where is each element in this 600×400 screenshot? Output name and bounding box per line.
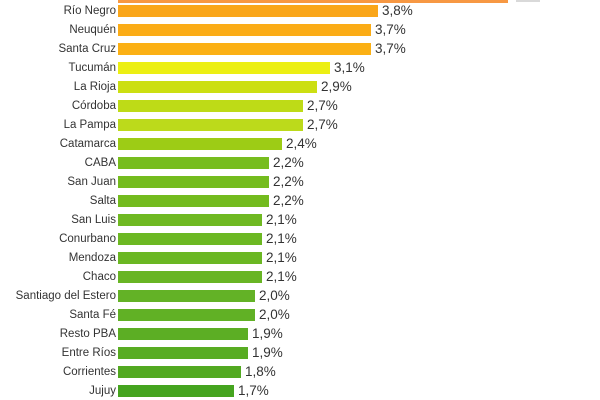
category-label: Catamarca <box>59 138 116 150</box>
value-label: 2,1% <box>266 250 297 265</box>
category-label: Chaco <box>82 271 116 283</box>
category-label: La Pampa <box>63 119 116 131</box>
bar <box>118 195 269 207</box>
category-label: San Luis <box>71 214 116 226</box>
category-label: Córdoba <box>71 100 116 112</box>
value-label: 2,1% <box>266 269 297 284</box>
value-label: 1,9% <box>252 345 283 360</box>
value-label: 2,7% <box>307 98 338 113</box>
bar <box>118 328 248 340</box>
category-label: Corrientes <box>62 366 116 378</box>
bar <box>118 252 262 264</box>
category-label: Santiago del Estero <box>15 290 116 302</box>
bar <box>118 347 248 359</box>
value-label: 2,9% <box>321 79 352 94</box>
value-label: 3,8% <box>382 3 413 18</box>
value-label: 2,4% <box>286 136 317 151</box>
value-label: 1,9% <box>252 326 283 341</box>
bar <box>118 290 255 302</box>
bar <box>118 43 371 55</box>
category-label: Conurbano <box>59 233 116 245</box>
bar <box>118 214 262 226</box>
category-label: CABA <box>84 157 116 169</box>
value-label: 3,7% <box>375 22 406 37</box>
category-label: Tucumán <box>68 62 116 74</box>
bar <box>118 138 282 150</box>
bar <box>118 24 371 36</box>
category-label: Neuquén <box>69 24 116 36</box>
bar <box>118 366 241 378</box>
value-label: 2,1% <box>266 212 297 227</box>
bar <box>118 271 262 283</box>
bar <box>118 81 317 93</box>
bar <box>118 176 269 188</box>
bar <box>118 385 234 397</box>
bar <box>118 5 378 17</box>
value-label: 2,0% <box>259 288 290 303</box>
value-label: 2,2% <box>273 155 304 170</box>
bar <box>118 62 330 74</box>
clipped-top-value-remnant <box>516 0 540 2</box>
category-label: La Rioja <box>73 81 116 93</box>
bar <box>118 119 303 131</box>
value-label: 3,1% <box>334 60 365 75</box>
category-label: Mendoza <box>68 252 116 264</box>
value-label: 2,0% <box>259 307 290 322</box>
bar <box>118 100 303 112</box>
value-label: 2,1% <box>266 231 297 246</box>
value-label: 2,2% <box>273 174 304 189</box>
bar <box>118 157 269 169</box>
category-label: Santa Fé <box>69 309 116 321</box>
value-label: 1,7% <box>238 383 269 398</box>
category-label: Salta <box>89 195 116 207</box>
value-label: 2,2% <box>273 193 304 208</box>
bar <box>118 233 262 245</box>
category-label: Río Negro <box>63 5 116 17</box>
bar <box>118 309 255 321</box>
value-label: 3,7% <box>375 41 406 56</box>
clipped-top-bar <box>118 0 508 3</box>
category-label: San Juan <box>67 176 116 188</box>
category-label: Santa Cruz <box>58 43 116 55</box>
category-label: Resto PBA <box>59 328 116 340</box>
category-label: Entre Ríos <box>61 347 116 359</box>
value-label: 2,7% <box>307 117 338 132</box>
value-label: 1,8% <box>245 364 276 379</box>
category-label: Jujuy <box>89 385 116 397</box>
